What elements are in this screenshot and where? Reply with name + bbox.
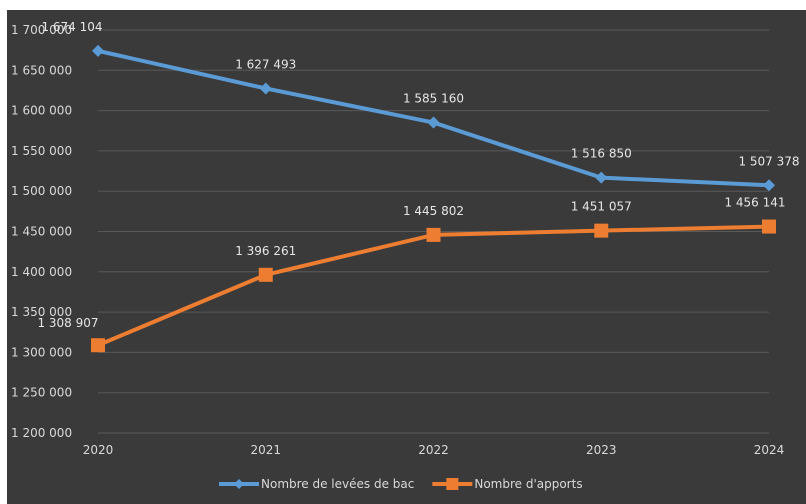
data-point-marker — [92, 44, 104, 57]
x-axis-tick-labels: 2020 2021 2022 2023 2024 — [83, 443, 785, 457]
data-point-marker — [595, 171, 608, 184]
data-label: 1 627 493 — [235, 57, 296, 71]
y-tick-label: 1 300 000 — [11, 345, 72, 359]
data-point-marker — [426, 227, 441, 242]
data-point-marker — [762, 219, 776, 234]
data-label: 1 451 057 — [571, 200, 632, 214]
x-tick-label: 2024 — [754, 443, 785, 457]
data-label: 1 507 378 — [738, 154, 799, 168]
line-chart: 1 200 000 1 250 000 1 300 000 1 350 000 1 40… — [11, 20, 800, 491]
y-tick-label: 1 700 000 — [11, 23, 72, 37]
data-point-marker — [91, 338, 105, 353]
data-point-marker — [763, 179, 775, 192]
y-tick-label: 1 350 000 — [11, 305, 72, 319]
data-point-marker — [258, 267, 273, 282]
data-point-marker — [427, 116, 440, 129]
y-tick-label: 1 550 000 — [11, 144, 72, 158]
series-lines — [91, 44, 776, 353]
series-line — [97, 224, 770, 348]
y-tick-label: 1 450 000 — [11, 225, 72, 239]
data-label: 1 445 802 — [403, 204, 464, 218]
legend-entry: Nombre de levées de bac — [261, 477, 414, 491]
legend-swatch-marker — [234, 479, 244, 489]
data-labels: 1 674 104 1 627 493 1 585 160 1 516 850 1 50… — [37, 20, 799, 330]
cropped-heading-strip — [0, 0, 806, 10]
data-point-marker — [594, 223, 609, 238]
x-tick-label: 2020 — [83, 443, 114, 457]
data-label: 1 674 104 — [41, 20, 102, 34]
y-tick-label: 1 600 000 — [11, 104, 72, 118]
y-tick-label: 1 500 000 — [11, 184, 72, 198]
y-tick-label: 1 650 000 — [11, 63, 72, 77]
legend-swatch-marker — [446, 478, 459, 490]
data-label: 1 516 850 — [571, 147, 632, 161]
data-label: 1 396 261 — [235, 244, 296, 258]
data-label: 1 308 907 — [37, 316, 98, 330]
data-point-marker — [259, 82, 272, 95]
y-axis-tick-labels: 1 200 000 1 250 000 1 300 000 1 350 000 1 40… — [11, 23, 72, 440]
x-tick-label: 2023 — [586, 443, 617, 457]
y-tick-label: 1 200 000 — [11, 426, 72, 440]
x-tick-label: 2022 — [418, 443, 449, 457]
y-tick-label: 1 250 000 — [11, 386, 72, 400]
legend-entry: Nombre d'apports — [474, 477, 582, 491]
y-tick-label: 1 400 000 — [11, 265, 72, 279]
legend: Nombre de levées de bac Nombre d'apports — [219, 477, 583, 491]
data-label: 1 456 141 — [724, 196, 785, 210]
data-label: 1 585 160 — [403, 92, 464, 106]
x-tick-label: 2021 — [250, 443, 281, 457]
chart-panel: 1 200 000 1 250 000 1 300 000 1 350 000 1 40… — [7, 10, 806, 504]
